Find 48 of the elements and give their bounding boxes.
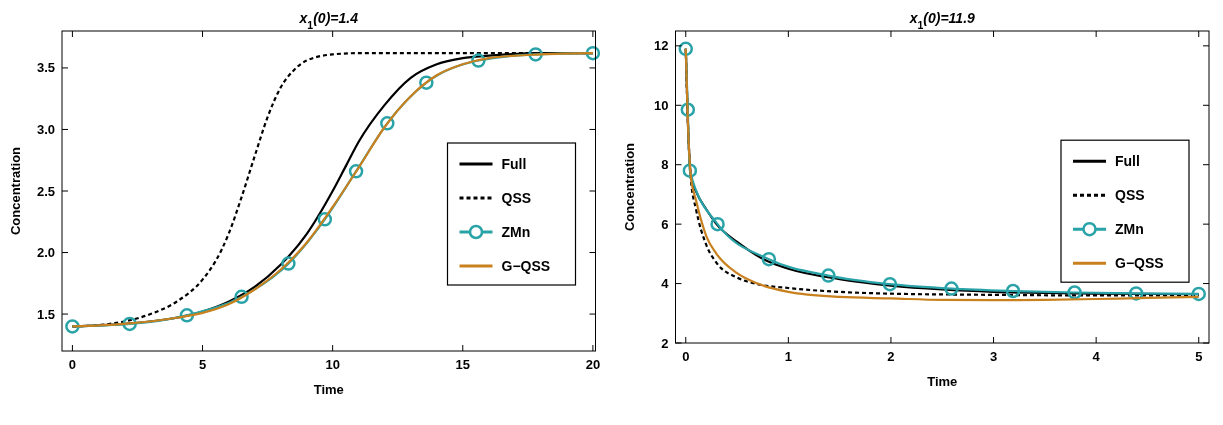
legend-label: G−QSS [501,257,551,274]
x-tick-label: 5 [1195,349,1203,364]
x-tick-label: 4 [1092,349,1101,364]
point [1191,286,1206,302]
point [585,45,601,61]
y-tick-label: 2.0 [36,245,55,261]
y-tick-label: 2 [661,335,669,351]
x-tick-label: 0 [682,349,690,364]
x-tick-label: 3 [989,349,998,364]
y-tick-label: 12 [654,38,669,54]
point [761,251,777,267]
x-tick-label: 1 [784,349,792,364]
chart-title: x$_{1}$(0)=11.9 [908,10,976,31]
point [348,164,364,179]
x-axis-title: Time [313,382,344,397]
x-axis-title: Time [927,374,958,389]
legend-label: Full [1115,153,1140,170]
y-axis-title: Concentration [621,142,637,232]
y-tick-label: 6 [661,216,669,232]
point [65,319,80,334]
y-tick-label: 2.5 [36,183,55,199]
x-tick-label: 5 [198,357,207,372]
x-tick-label: 10 [325,357,340,372]
y-tick-label: 10 [654,97,669,113]
legend-label: G−QSS [1115,255,1164,272]
y-tick-label: 3.5 [36,60,55,76]
point [1067,285,1082,300]
y-tick-label: 4 [661,276,670,292]
x-tick-label: 0 [68,357,77,372]
x-tick-label: 20 [585,357,601,372]
y-axis-title: Concentration [8,146,23,236]
legend-label: Full [501,155,527,172]
y-tick-label: 1.5 [36,306,55,322]
y-tick-label: 3.0 [36,122,55,138]
chart-title: x$_{1}$(0)=1.4 [298,10,359,31]
y-tick-label: 8 [661,157,669,173]
point [678,41,694,57]
point [882,276,898,292]
x-tick-label: 15 [455,357,471,372]
x-tick-label: 2 [887,349,895,364]
legend-label: ZMn [1115,221,1144,238]
point [944,281,959,296]
point [821,268,836,283]
point [1005,283,1021,299]
point [710,216,725,232]
legend-label: QSS [501,189,532,206]
legend-label: ZMn [501,223,531,240]
legend-label: QSS [1115,187,1145,204]
